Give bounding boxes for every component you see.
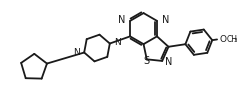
Text: CH: CH — [227, 35, 238, 44]
Text: 3: 3 — [234, 38, 238, 43]
Text: N: N — [118, 15, 125, 25]
Text: N: N — [162, 15, 169, 25]
Text: N: N — [114, 38, 120, 47]
Text: N: N — [74, 48, 80, 57]
Text: N: N — [165, 57, 173, 67]
Text: S: S — [144, 56, 150, 66]
Text: O: O — [220, 35, 227, 44]
